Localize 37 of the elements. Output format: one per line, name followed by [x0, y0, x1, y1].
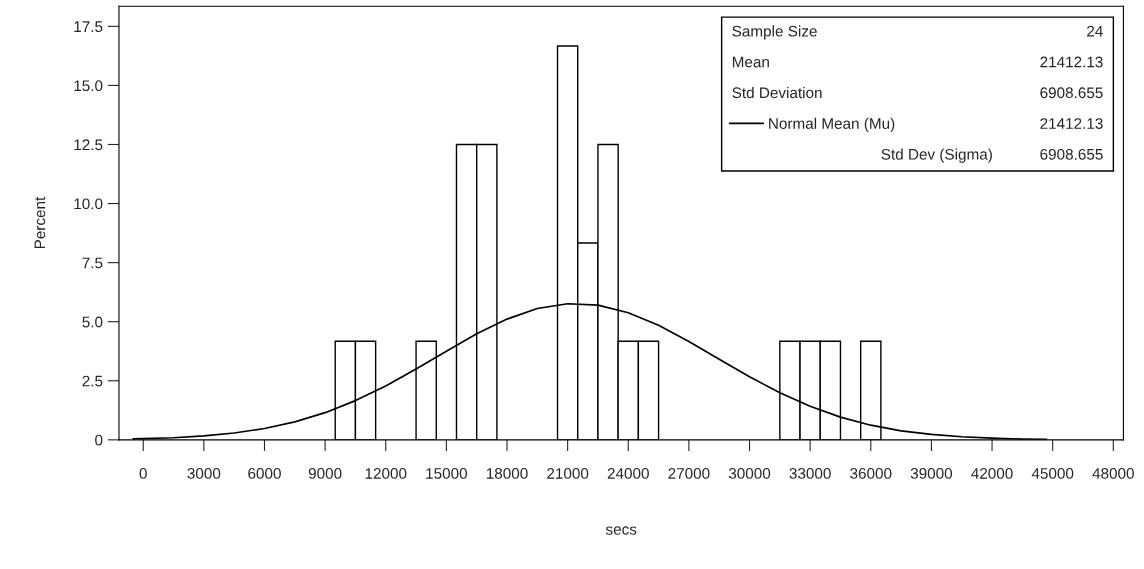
y-tick-label: 7.5: [82, 257, 103, 269]
x-tick-label: 21000: [547, 468, 589, 479]
y-axis-title: Percent: [34, 196, 46, 249]
legend-label: Normal Mean (Mu): [769, 117, 895, 132]
annotation: Mean: [732, 56, 769, 68]
x-tick-label: 18000: [486, 468, 528, 479]
x-tick-label: 15000: [426, 468, 468, 479]
annotation: 21412.13: [1040, 118, 1103, 129]
x-tick-label: 39000: [910, 468, 953, 479]
annotation: Std Dev (Sigma): [881, 148, 992, 163]
x-tick-label: 12000: [365, 468, 407, 479]
x-tick-label: 33000: [789, 468, 831, 479]
y-tick-label: 17.5: [74, 21, 103, 33]
y-tick-label: 15.0: [74, 80, 103, 92]
y-tick-label: 0: [95, 434, 103, 446]
annotation: 6908.655: [1040, 87, 1103, 99]
x-tick-label: 36000: [850, 468, 892, 479]
x-tick-label: 42000: [971, 468, 1013, 479]
x-tick-label: 24000: [607, 468, 649, 479]
x-tick-label: 3000: [187, 468, 221, 479]
annotation: Std Deviation: [732, 86, 822, 99]
y-tick-label: 12.5: [74, 139, 103, 151]
x-tick-label: 27000: [668, 468, 710, 479]
x-axis-title: secs: [605, 526, 637, 535]
annotation: 6908.655: [1040, 148, 1103, 160]
y-tick-label: 10.0: [74, 198, 103, 210]
x-tick-label: 30000: [728, 468, 771, 479]
x-tick-label: 45000: [1031, 468, 1074, 479]
y-tick-label: 5.0: [82, 316, 103, 328]
x-tick-label: 0: [139, 468, 147, 479]
x-tick-label: 6000: [248, 468, 281, 479]
y-tick-label: 2.5: [82, 375, 103, 387]
x-tick-label: 48000: [1092, 468, 1134, 479]
annotation: 21412.13: [1040, 56, 1103, 68]
annotation: 24: [1087, 25, 1103, 37]
annotation: Sample Size: [732, 25, 817, 40]
x-tick-label: 9000: [308, 468, 342, 479]
